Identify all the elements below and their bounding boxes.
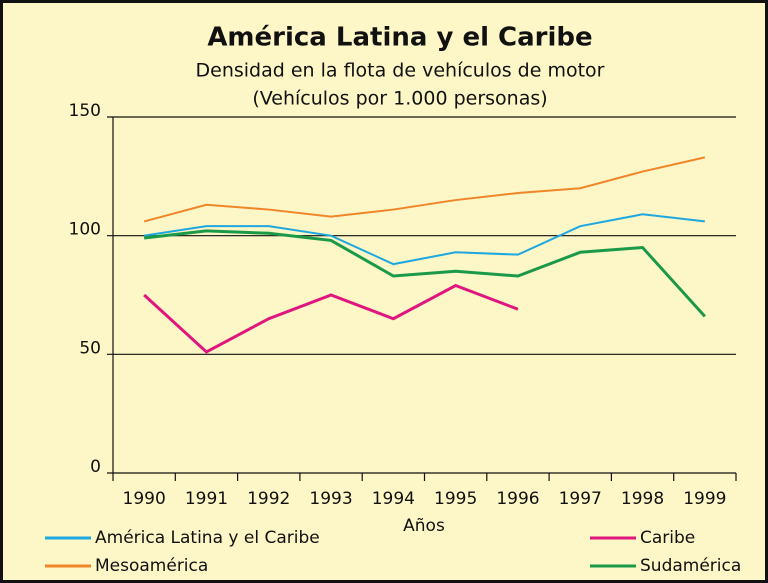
line (143, 283, 519, 354)
chart-title: América Latina y el Caribe (207, 23, 592, 53)
line (143, 156, 706, 223)
x-tick-label: 1993 (309, 489, 352, 509)
legend-label: América Latina y el Caribe (95, 528, 320, 548)
legend-label: Sudamérica (640, 556, 741, 576)
x-tick-label: 1999 (683, 489, 726, 509)
y-tick-label: 100 (69, 220, 101, 240)
legend-label: Caribe (640, 528, 695, 548)
x-tick-label: 1997 (559, 489, 602, 509)
line (143, 229, 706, 318)
chart-subtitle: (Vehículos por 1.000 personas) (252, 88, 547, 110)
legend-label: Mesoamérica (95, 556, 208, 576)
y-tick-label: 50 (79, 338, 101, 358)
chart-subtitle: Densidad en la flota de vehículos de mot… (196, 60, 605, 82)
x-tick-label: 1991 (185, 489, 228, 509)
x-tick-label: 1996 (496, 489, 539, 509)
y-tick-label: 0 (90, 457, 101, 477)
x-tick-label: 1998 (621, 489, 664, 509)
line (143, 213, 705, 266)
x-tick-label: 1992 (247, 489, 290, 509)
x-tick-label: 1990 (123, 489, 166, 509)
x-axis-label: Años (403, 516, 445, 536)
y-tick-label: 150 (69, 101, 101, 121)
x-tick-label: 1995 (434, 489, 477, 509)
x-tick-label: 1994 (372, 489, 415, 509)
